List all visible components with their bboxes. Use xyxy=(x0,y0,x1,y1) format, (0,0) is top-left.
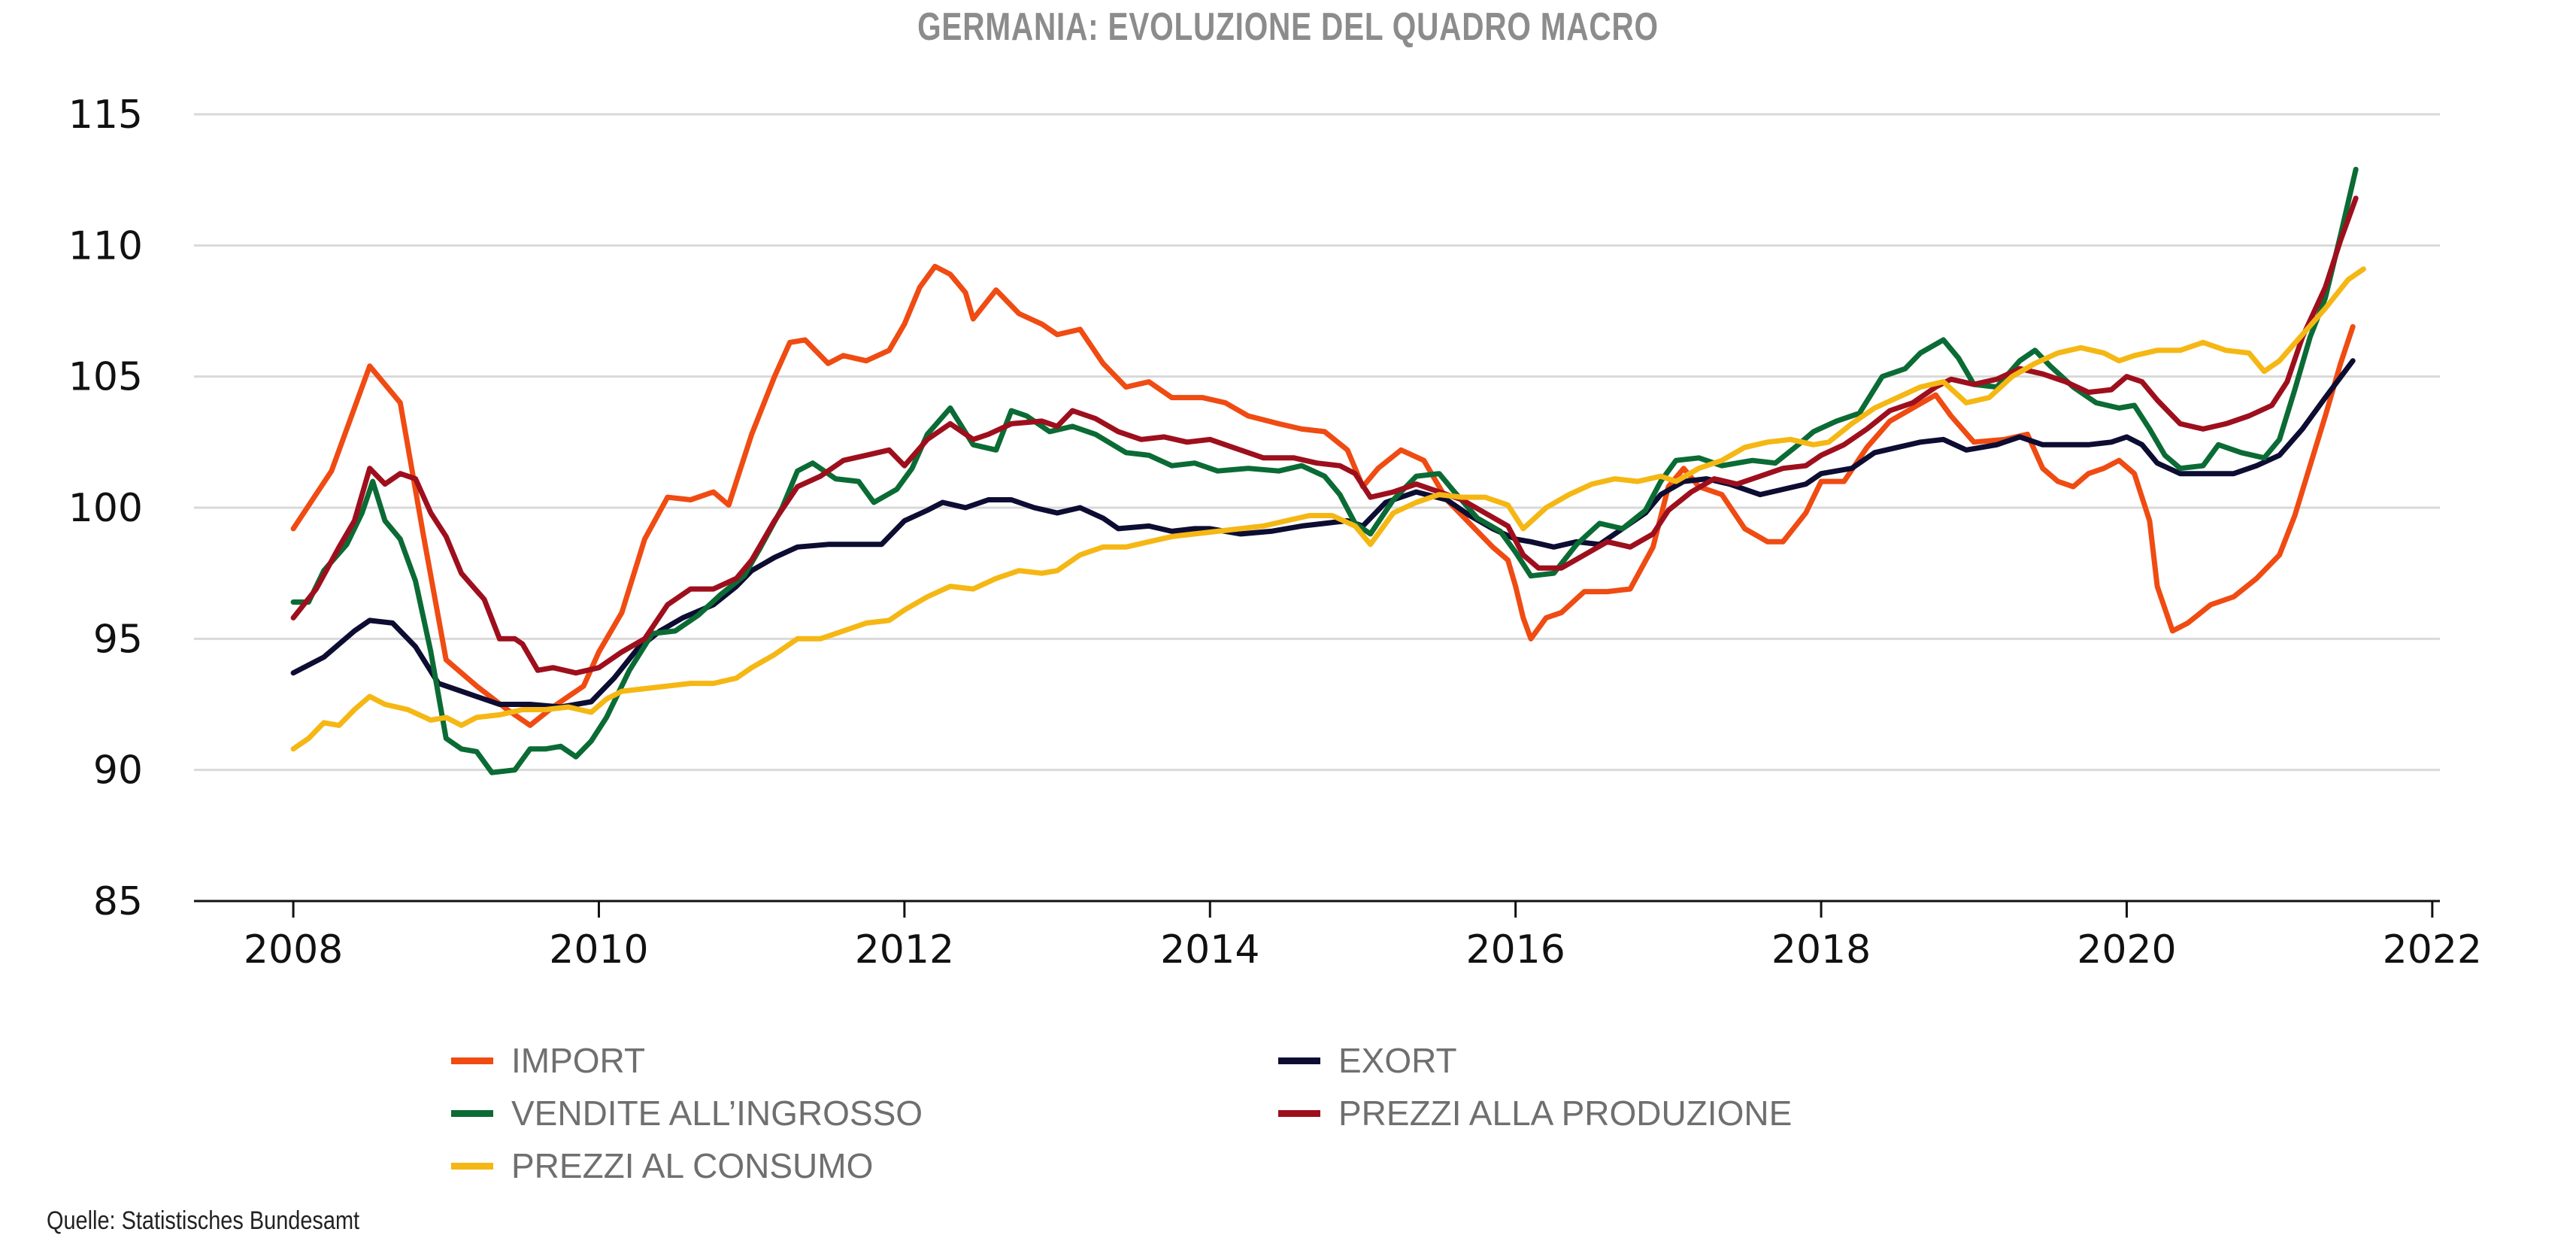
legend-label-produzione: PREZZI ALLA PRODUZIONE xyxy=(1338,1094,1793,1133)
x-tick-label-2020: 2020 xyxy=(2077,927,2176,972)
series-lines xyxy=(290,166,2366,775)
source-note: Quelle: Statistisches Bundesamt xyxy=(47,1206,360,1235)
y-tick-label-105: 105 xyxy=(68,355,143,400)
legend-swatch-vendite xyxy=(451,1109,493,1117)
x-tick-label-2008: 2008 xyxy=(244,927,343,972)
y-tick-label-100: 100 xyxy=(68,486,143,531)
x-tick-label-2018: 2018 xyxy=(1771,927,1871,972)
legend-item-exort: EXORT xyxy=(1278,1033,1457,1088)
x-tick-label-2022: 2022 xyxy=(2383,927,2482,972)
x-tick-label-2012: 2012 xyxy=(855,927,954,972)
y-tick-label-85: 85 xyxy=(93,879,143,924)
legend: IMPORT EXORT VENDITE ALL’INGROSSO PREZZI… xyxy=(451,1033,1955,1199)
legend-swatch-consumo xyxy=(451,1162,493,1170)
legend-label-exort: EXORT xyxy=(1338,1041,1457,1080)
tick-labels: 85 90 95 100 105 110 115 2008 2010 2012 2014 2016 20… xyxy=(68,93,2482,972)
x-tick-label-2014: 2014 xyxy=(1160,927,1259,972)
legend-item-vendite: VENDITE ALL’INGROSSO xyxy=(451,1086,923,1140)
legend-label-import: IMPORT xyxy=(511,1041,646,1080)
series-line-prezzi-alla-produzione xyxy=(290,196,2359,676)
grid-lines xyxy=(194,113,2440,772)
x-tick-label-2010: 2010 xyxy=(549,927,648,972)
series-line-import xyxy=(290,263,2356,728)
y-tick-label-115: 115 xyxy=(68,93,143,138)
legend-label-vendite: VENDITE ALL’INGROSSO xyxy=(511,1094,923,1133)
legend-swatch-exort xyxy=(1278,1057,1320,1064)
y-tick-label-90: 90 xyxy=(93,748,143,793)
series-line-exort xyxy=(290,358,2356,710)
series-line-vendite-all-ingrosso xyxy=(290,166,2359,775)
line-chart: 85 90 95 100 105 110 115 2008 2010 2012 2014 2016 20… xyxy=(68,93,2482,972)
y-tick-label-95: 95 xyxy=(93,617,143,662)
legend-swatch-produzione xyxy=(1278,1109,1320,1117)
legend-item-import: IMPORT xyxy=(451,1033,645,1088)
legend-item-consumo: PREZZI AL CONSUMO xyxy=(451,1139,873,1193)
series-line-prezzi-al-consumo xyxy=(290,266,2366,752)
legend-label-consumo: PREZZI AL CONSUMO xyxy=(511,1146,874,1185)
axes xyxy=(194,900,2440,918)
chart-title: GERMANIA: EVOLUZIONE DEL QUADRO MACRO xyxy=(917,5,1659,49)
legend-swatch-import xyxy=(451,1057,493,1064)
y-tick-label-110: 110 xyxy=(68,223,143,269)
legend-item-produzione: PREZZI ALLA PRODUZIONE xyxy=(1278,1086,1792,1140)
x-tick-label-2016: 2016 xyxy=(1465,927,1565,972)
